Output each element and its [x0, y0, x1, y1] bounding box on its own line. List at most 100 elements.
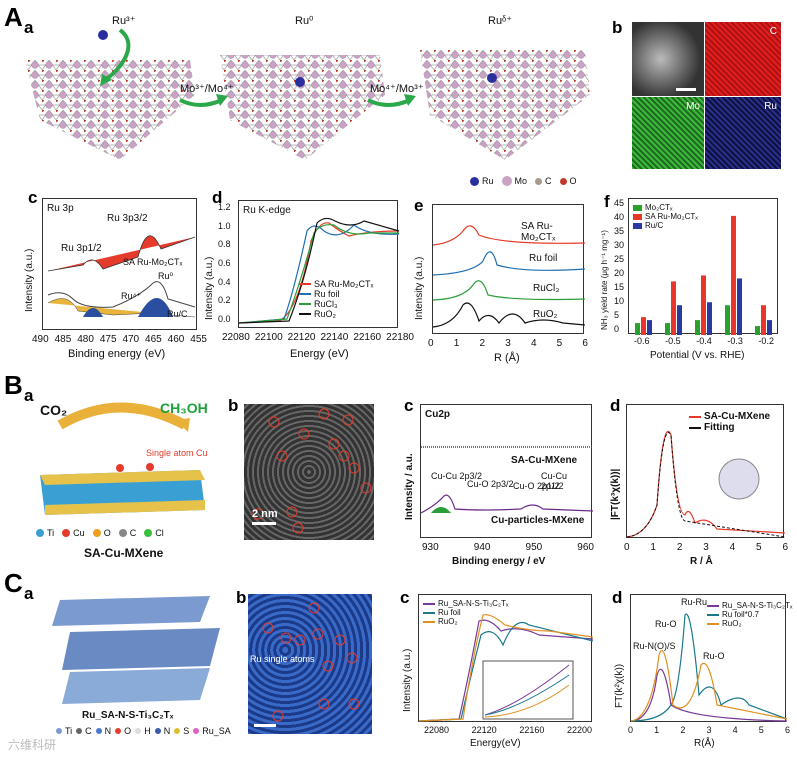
exafs-ru-plot: SA Ru-Mo₂CTₓ Ru foil RuCl₃ RuO₂: [432, 204, 586, 334]
lattice-3: [420, 50, 590, 160]
bar-2-1: [677, 305, 682, 335]
map-c: C: [705, 22, 781, 96]
ru-haadf-scale: [254, 724, 276, 727]
xanes-legend: SA Ru-Mo₂CTₓ Ru foil RuCl₃ RuO₂: [299, 279, 373, 319]
ru-xanes-xticks: 22080 22120 22160 22200: [424, 725, 592, 735]
panel-Ae-label: e: [414, 196, 424, 215]
atom-legend: Ru Mo C O: [470, 176, 577, 186]
panel-Bd-label: d: [610, 396, 621, 415]
section-A-letter: A: [4, 2, 23, 32]
bar-1-4: [761, 305, 766, 335]
ru-haadf: Ru single atoms: [248, 594, 372, 734]
cu2p-xps-plot: Cu2p SA-Cu-MXene Cu-particles-MXene Cu-C…: [420, 404, 594, 538]
arrow-right-2: [367, 98, 411, 107]
xanes-yticks: 0.0 0.2 0.4 0.6 0.8 1.0 1.2: [218, 202, 231, 324]
bar-1-0: [641, 317, 646, 335]
ru-xanes-ylabel: Intensity (a.u.): [402, 648, 413, 712]
bar-1-3: [731, 215, 736, 335]
bar-2-3: [737, 278, 742, 335]
bar-1-2: [701, 275, 706, 335]
panel-Ba-label: a: [24, 386, 34, 405]
mxene-legend: Ti Cu O C Cl: [36, 528, 164, 538]
bar-yticks: 0 5 10 15 20 25 30 35 40 45: [614, 198, 625, 334]
ru-atom-3: [487, 73, 497, 83]
map-mo: Mo: [632, 97, 704, 169]
ru-xanes-xlabel: Energy(eV): [470, 738, 521, 749]
panel-Cc-label: c: [400, 588, 410, 607]
cu2p-xlabel: Binding energy / eV: [452, 556, 546, 567]
section-C-letter: C: [4, 568, 23, 598]
bar-0-3: [725, 305, 730, 335]
ru-atom-2: [295, 77, 305, 87]
bar-2-2: [707, 302, 712, 335]
xps-xticks: 490 485 480 475 470 465 460 455: [32, 334, 207, 345]
ru-exafs-legend: Ru_SA-N-S-Ti₃C₂Tₓ Ru foil*0.7 RuO₂: [707, 601, 792, 628]
cu-exafs-plot: SA-Cu-MXene Fitting: [626, 404, 786, 538]
panel-Bc-label: c: [404, 396, 414, 415]
bar-0-0: [635, 323, 640, 335]
ru-atom-1: [98, 30, 108, 40]
haadf-image: [632, 22, 704, 96]
bar-xlabel: Potential (V vs. RHE): [650, 350, 745, 361]
panel-Ca-label: a: [24, 584, 34, 603]
panel-Cd-label: d: [612, 588, 623, 607]
ru-mxene-caption: Ru_SA-N-S-Ti₃C₂Tₓ: [82, 710, 174, 721]
exafs-xlabel: R (Å): [494, 352, 520, 364]
haadf-scale: [252, 522, 276, 525]
panel-Ab-label: b: [612, 18, 623, 37]
ru-xanes-legend: Ru_SA-N-S-Ti₃C₂Tₓ Ru foil RuO₂: [423, 599, 508, 626]
mxene-caption: SA-Cu-MXene: [84, 546, 164, 560]
xps-ru3p-plot: Ru 3p Ru 3p3/2 Ru 3p1/2 SA Ru-Mo₂CTₓ Ru⁰…: [42, 198, 197, 330]
watermark: 六维科研: [8, 738, 57, 752]
section-B-letter: B: [4, 370, 23, 400]
ru3-label: Ru³⁺: [112, 15, 136, 27]
cu-exafs-xlabel: R / Å: [690, 556, 713, 567]
arrow-right-1: [179, 98, 223, 107]
co2-label: CO₂: [40, 402, 68, 418]
ru-exafs-plot: Ru_SA-N-S-Ti₃C₂Tₓ Ru foil*0.7 RuO₂ Ru-Ru…: [630, 594, 792, 722]
map-ru: Ru: [705, 97, 781, 169]
nh3-bar-chart: Mo₂CTₓ SA Ru-Mo₂CTₓ Ru/C: [628, 198, 778, 335]
ru-exafs-ylabel: FT(k²χ(k)): [614, 663, 625, 708]
ru-exafs-xlabel: R(Å): [694, 738, 715, 749]
cu-exafs-legend: SA-Cu-MXene Fitting: [689, 411, 770, 433]
xanes-ru-plot: Ru K-edge SA Ru-Mo₂CTₓ Ru foil RuCl₃ RuO…: [238, 200, 400, 328]
rud-label: Ruᵟ⁺: [488, 15, 513, 27]
xanes-xlabel: Energy (eV): [290, 348, 349, 360]
bar-1-1: [671, 281, 676, 335]
single-atom-label: Single atom Cu: [146, 448, 208, 458]
xps-xlabel: Binding energy (eV): [68, 348, 166, 360]
bar-0-2: [695, 320, 700, 335]
ru-xanes-plot: Ru_SA-N-S-Ti₃C₂Tₓ Ru foil RuO₂: [418, 594, 594, 722]
panel-Cb-label: b: [236, 588, 247, 607]
ch3oh-label: CH₃OH: [160, 400, 208, 416]
bar-2-4: [767, 320, 772, 335]
bar-0-4: [755, 326, 760, 335]
arrow2-label: Mo⁴⁺/Mo³⁺: [370, 83, 424, 95]
bar-2-0: [647, 320, 652, 335]
bar-0-1: [665, 323, 670, 335]
xanes-xticks: 22080 22100 22120 22140 22160 22180: [222, 332, 414, 343]
ru0-label: Ru⁰: [295, 15, 314, 27]
cu2p-xticks: 930 940 950 960: [422, 542, 594, 553]
arrow1-label: Mo³⁺/Mo⁴⁺: [180, 83, 234, 95]
panel-Aa-label: a: [24, 18, 34, 37]
bar-xticks: -0.6 -0.5 -0.4 -0.3 -0.2: [634, 336, 774, 346]
panel-Af-label: f: [604, 192, 610, 211]
bar-legend: Mo₂CTₓ SA Ru-Mo₂CTₓ Ru/C: [633, 203, 698, 230]
sa-cu-haadf: 2 nm: [244, 404, 374, 540]
lattice-2: [220, 55, 385, 160]
panel-Bb-label: b: [228, 396, 239, 415]
panel-Ac-label: c: [28, 188, 38, 207]
ru-mxene-legend: Ti C N O H N S Ru_SA: [56, 726, 231, 736]
haadf-scale-bar: [676, 88, 696, 91]
ru-insert-arrow: [103, 28, 131, 82]
lattice-1: [25, 60, 195, 160]
panel-Ad-label: d: [212, 188, 223, 207]
